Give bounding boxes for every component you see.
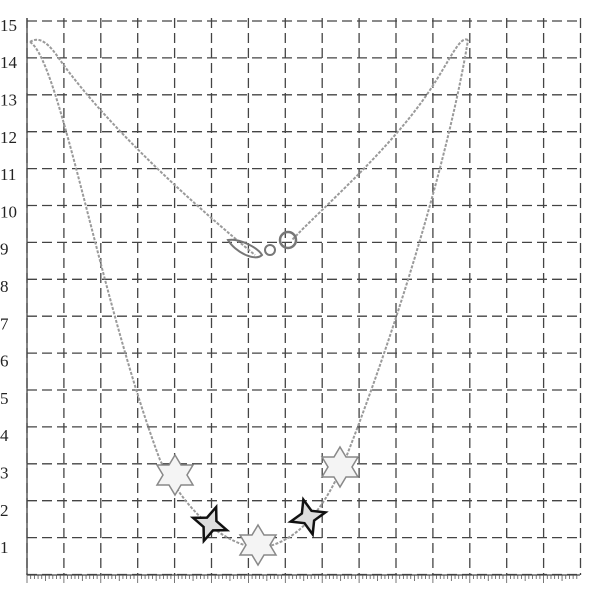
star-charm: [287, 496, 329, 538]
scale-label: 10: [0, 202, 17, 221]
star-charm: [155, 453, 195, 497]
chain-back-left: [29, 38, 256, 256]
star-charm: [320, 445, 360, 489]
scale-labels: 15 14 13 12 11 10 9 8 7 6 5 4 3 2 1: [0, 16, 18, 557]
scale-label: 6: [0, 352, 9, 371]
scale-label: 2: [0, 501, 9, 520]
star-charm: [238, 523, 278, 567]
clasp: [226, 238, 264, 259]
ring: [264, 244, 276, 256]
necklace: [29, 38, 469, 567]
jump-ring: [278, 230, 298, 250]
scale-label: 9: [0, 240, 9, 259]
chain-back-right: [291, 38, 469, 241]
scale-label: 7: [0, 314, 9, 333]
scale-label: 11: [0, 165, 16, 184]
scale-label: 13: [0, 91, 17, 110]
scale-label: 12: [0, 128, 17, 147]
scale-label: 5: [0, 389, 9, 408]
measurement-grid: [26, 18, 582, 576]
bottom-ruler: [26, 574, 580, 583]
scale-label: 3: [0, 464, 9, 483]
scale-label: 1: [0, 538, 9, 557]
scale-label: 14: [0, 53, 18, 72]
chain-front: [29, 39, 469, 550]
star-charm: [189, 503, 231, 545]
scale-label: 15: [0, 16, 17, 35]
scale-label: 8: [0, 277, 9, 296]
scale-label: 4: [0, 426, 9, 445]
